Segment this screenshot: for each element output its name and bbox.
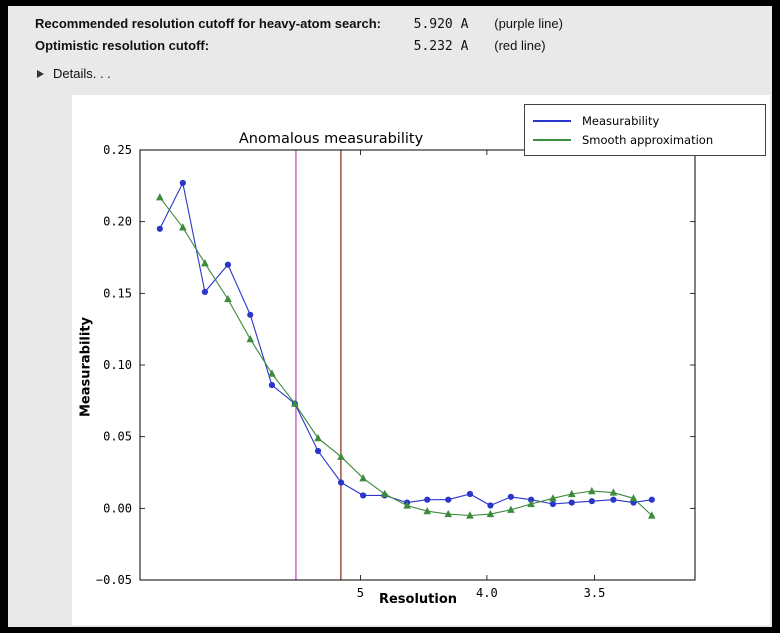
marker-circle [268,381,276,389]
marker-circle [648,496,655,503]
axes-box [139,149,696,581]
legend-item-measurability: Measurability [533,111,757,130]
x-tick-label: 5 [357,586,364,600]
marker-triangle [291,399,299,407]
info-row-optimistic: Optimistic resolution cutoff: 5.232 A (r… [35,38,772,60]
marker-circle [610,496,617,503]
y-tick-label: 0.15 [103,286,132,300]
y-tick-label: 0.05 [103,430,132,444]
marker-circle [487,502,494,509]
marker-circle [507,493,515,500]
marker-triangle [609,488,618,496]
series-line-circle [159,181,652,507]
plot-canvas: 0.25 0.20 0.15 0.10 0.05 0.00 −0.05 5 4.0 3.5 [96,143,696,600]
x-axis-label: Resolution [378,592,458,607]
disclosure-triangle-icon [37,69,44,78]
marker-triangle [507,505,515,513]
marker-triangle [337,452,345,460]
y-tick-label: 0.25 [103,143,132,157]
marker-triangle [423,507,432,515]
info-value: 5.920 A [413,17,469,32]
marker-triangle [444,509,453,518]
info-section: Recommended resolution cutoff for heavy-… [8,6,772,60]
marker-triangle [567,489,576,498]
marker-circle [466,490,474,498]
marker-triangle [359,474,367,482]
legend-line-measurability [533,119,571,122]
details-disclosure[interactable]: Details. . . [37,66,111,81]
marker-circle [527,496,535,503]
marker-triangle [403,501,411,509]
info-note: (red line) [494,38,546,53]
series-line-triangle [159,196,653,517]
legend-label: Measurability [582,113,660,128]
y-tick-label: 0.00 [103,501,132,515]
marker-triangle [201,259,209,267]
y-tick-label: 0.10 [103,358,132,372]
marker-triangle [486,509,495,518]
details-label: Details. . . [53,66,111,81]
marker-triangle [380,489,389,498]
marker-triangle [647,511,656,519]
marker-circle [549,500,557,508]
app-panel: Recommended resolution cutoff for heavy-… [8,6,772,627]
marker-triangle [527,499,535,508]
marker-circle [201,288,209,295]
marker-triangle [224,294,232,303]
info-note: (purple line) [494,16,563,31]
marker-circle [424,496,431,503]
info-row-recommended: Recommended resolution cutoff for heavy-… [35,16,772,38]
info-label: Optimistic resolution cutoff: [35,38,210,53]
marker-circle [445,496,452,503]
legend-line-smooth-approximation [533,138,571,141]
y-tick-label: 0.20 [103,215,132,229]
marker-triangle [549,494,557,502]
legend: Measurability Smooth approximation [524,104,766,156]
x-tick-label: 3.5 [584,586,606,600]
legend-label: Smooth approximation [582,132,714,147]
marker-circle [156,225,163,232]
marker-triangle [246,335,255,343]
marker-triangle [314,433,322,442]
marker-triangle [466,511,474,519]
marker-circle [337,479,345,486]
marker-circle [314,447,322,455]
marker-circle [360,492,367,499]
marker-triangle [179,223,187,231]
x-tick-label: 4.0 [476,586,498,600]
marker-triangle [268,369,276,377]
marker-triangle [629,494,638,502]
marker-circle [247,311,254,318]
marker-triangle [588,486,596,495]
marker-circle [568,499,575,506]
legend-item-smooth-approximation: Smooth approximation [533,130,757,149]
y-axis-label: Measurability [78,316,94,418]
chart-figure: 0.25 0.20 0.15 0.10 0.05 0.00 −0.05 5 4.0 3.5 Ano… [72,95,770,625]
marker-circle [588,498,595,505]
info-value: 5.232 A [413,39,469,54]
marker-triangle [156,193,164,201]
y-tick-label: −0.05 [96,573,132,587]
marker-circle [224,261,232,268]
info-label: Recommended resolution cutoff for heavy-… [35,16,382,31]
marker-circle [179,179,186,187]
chart-title: Anomalous measurability [238,131,424,147]
